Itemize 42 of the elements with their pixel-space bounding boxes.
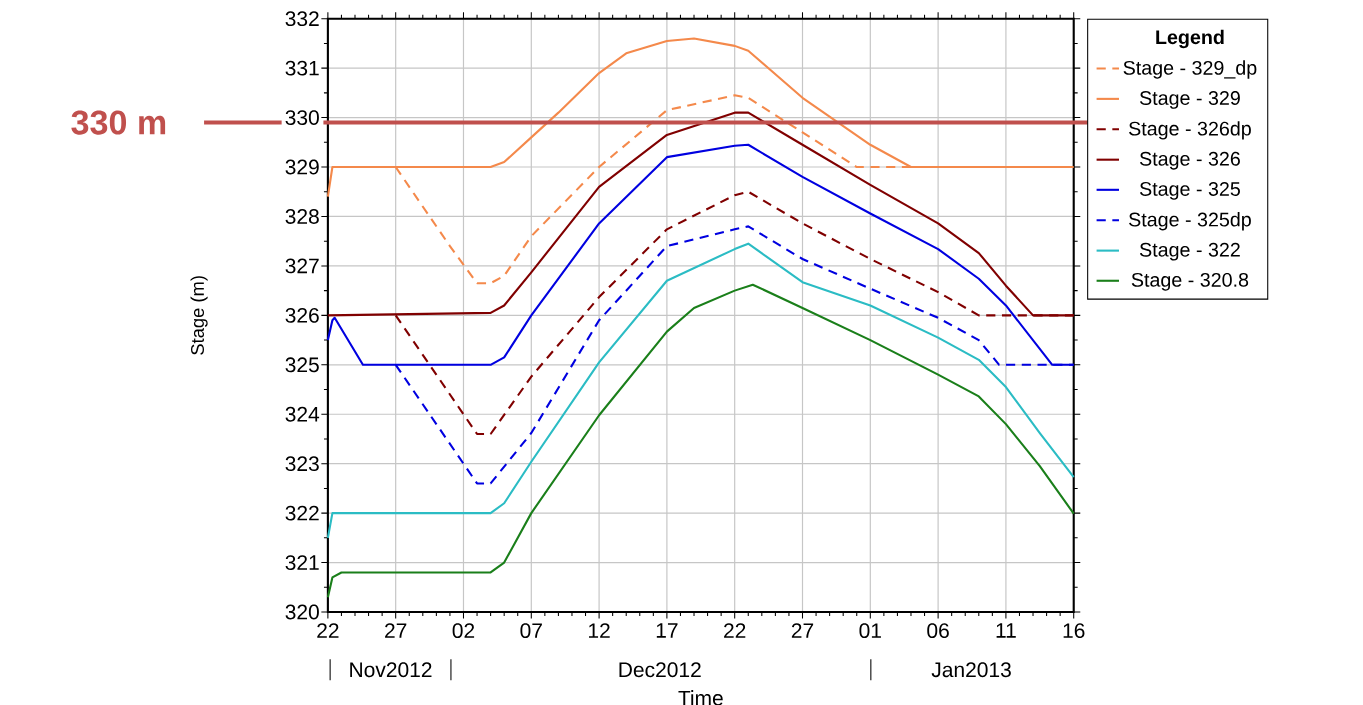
y-tick-label: 327 — [285, 258, 319, 274]
y-axis-title: Stage (m) — [190, 275, 208, 355]
legend-label: Stage - 325dp — [1129, 211, 1251, 231]
x-tick-label: 11 — [996, 622, 1016, 638]
y-tick-label: 325 — [285, 357, 319, 372]
y-tick-label: 321 — [285, 554, 319, 570]
y-tick-label: 332 — [285, 11, 319, 26]
legend-label: Stage - 326dp — [1129, 120, 1251, 140]
x-tick-label: 02 — [452, 622, 475, 638]
x-axis-title: Time — [678, 689, 723, 705]
legend-label: Stage - 325 — [1139, 181, 1240, 200]
x-tick-label: 27 — [385, 622, 407, 638]
x-tick-label: 06 — [927, 622, 949, 638]
legend-label: Stage - 322 — [1139, 242, 1240, 261]
legend-label: Stage - 329_dp — [1123, 60, 1257, 79]
legend-title: Legend — [1156, 29, 1224, 48]
y-tick-label: 320 — [285, 604, 319, 620]
y-tick-label: 326 — [285, 307, 319, 323]
x-tick-label: 16 — [1063, 622, 1085, 638]
x-tick-label: 17 — [656, 622, 678, 638]
y-tick-label: 331 — [285, 60, 319, 76]
y-tick-label: 322 — [285, 505, 319, 521]
line-series — [326, 242, 1075, 539]
ref-line-label: 330 m — [71, 110, 166, 135]
legend-label: Stage - 320.8 — [1131, 272, 1249, 291]
y-tick-label: 329 — [285, 159, 319, 175]
y-tick-label: 328 — [285, 208, 319, 224]
text: Nov2012 — [350, 662, 432, 677]
y-tick-label: 330 — [285, 109, 319, 125]
x-tick-label: 22 — [317, 622, 339, 638]
legend-label: Stage - 326 — [1139, 151, 1240, 170]
x-tick-label: 12 — [589, 622, 610, 638]
text: Jan2013 — [931, 662, 1011, 677]
legend-label: Stage - 329 — [1139, 90, 1240, 109]
text: Dec2012 — [619, 662, 701, 677]
x-tick-label: 27 — [791, 622, 814, 638]
x-tick-label: 22 — [724, 622, 746, 638]
line-series — [326, 283, 1075, 598]
x-tick-label: 07 — [520, 622, 542, 638]
x-tick-label: 01 — [859, 622, 881, 638]
y-tick-label: 324 — [285, 406, 320, 422]
y-tick-label: 323 — [285, 456, 319, 471]
